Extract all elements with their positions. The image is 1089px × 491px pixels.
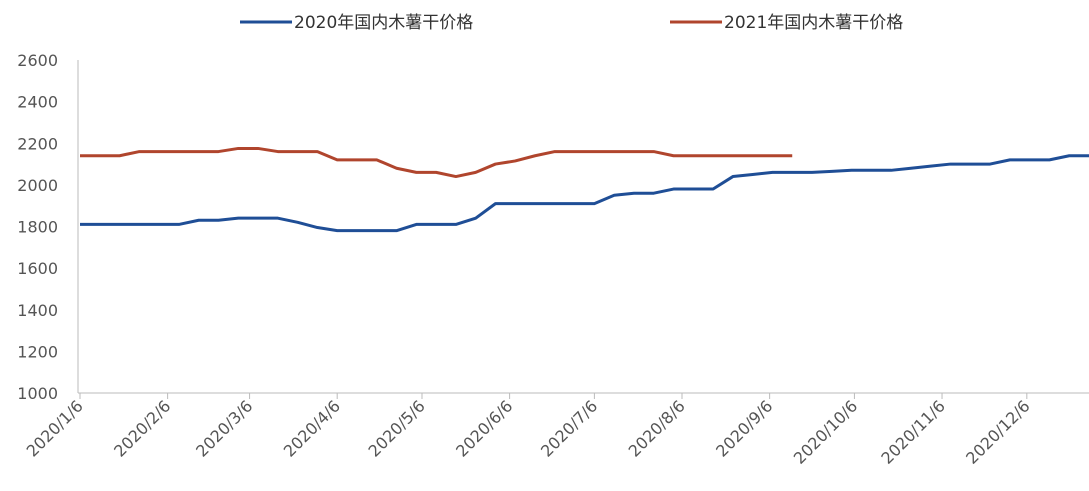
series-line	[80, 146, 793, 179]
y-tick-label: 2600	[17, 51, 58, 70]
x-tick-label: 2020/12/6	[962, 396, 1033, 467]
x-tick-label: 2020/7/6	[537, 396, 601, 460]
y-tick-label: 1800	[17, 218, 58, 237]
x-tick-label: 2020/9/6	[712, 396, 776, 460]
x-tick-label: 2020/5/6	[365, 396, 429, 460]
series-line	[80, 154, 1089, 233]
x-tick-label: 2020/8/6	[625, 396, 689, 460]
x-tick-label: 2020/1/6	[23, 396, 87, 460]
x-tick-label: 2020/6/6	[452, 396, 516, 460]
x-tick-label: 2020/3/6	[192, 396, 256, 460]
x-tick-label: 2020/11/6	[877, 396, 948, 467]
y-tick-label: 2000	[17, 176, 58, 195]
y-tick-label: 1200	[17, 342, 58, 361]
y-tick-label: 1400	[17, 301, 58, 320]
x-tick-label: 2020/10/6	[790, 396, 861, 467]
y-tick-label: 2400	[17, 93, 58, 112]
legend-label: 2020年国内木薯干价格	[294, 13, 473, 33]
y-tick-label: 1000	[17, 384, 58, 403]
legend-label: 2021年国内木薯干价格	[724, 13, 903, 33]
y-tick-label: 1600	[17, 259, 58, 278]
y-tick-label: 2200	[17, 134, 58, 153]
x-tick-label: 2020/4/6	[280, 396, 344, 460]
x-tick-label: 2020/2/6	[110, 396, 174, 460]
